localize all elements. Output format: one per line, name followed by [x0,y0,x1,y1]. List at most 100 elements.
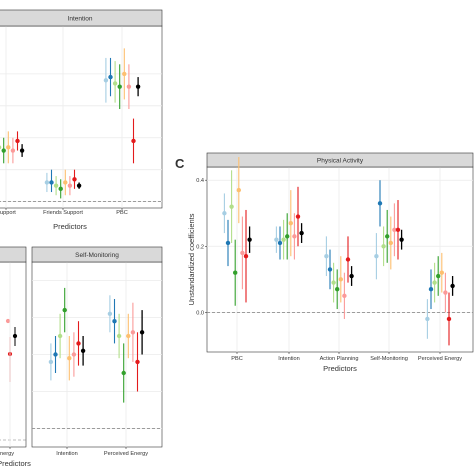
point-2-2 [49,180,54,185]
point-3-3 [116,333,122,339]
point-3-5 [126,333,131,339]
x-tick-label: Intention [278,356,299,362]
x-tick-label: Action Planning [320,356,359,362]
point-3-5 [338,277,343,282]
point-4-1 [374,253,379,259]
point-1-1 [222,211,227,216]
x-tick-label: nergy [0,451,14,457]
x-tick-label: Perceived Energy [418,356,462,362]
y-tick-label: 0.0 [196,310,204,316]
point-1-2 [225,240,231,246]
point-1-7 [243,253,249,259]
point-1-6 [10,148,16,153]
point-3-4 [335,287,340,292]
point-2-3 [53,183,59,188]
point-2-4 [58,186,63,192]
x-axis-title: Predictors [0,459,31,468]
point-1-5 [6,145,11,150]
point-3-2 [327,267,333,272]
x-tick-label: PBC [116,210,128,216]
point-5-7 [446,316,452,322]
x-tick-label: upport [0,210,16,216]
facet-strip-label: Physical Activity [317,157,364,164]
point-5-4 [436,273,441,279]
point-4-7 [395,227,401,232]
point-1-8 [19,148,25,153]
point-3-8 [349,273,354,279]
point-3-7 [135,359,140,365]
point-2-1 [48,359,54,365]
point-2-8 [299,230,304,236]
x-axis-title: Predictors [323,364,357,373]
point-3-6 [130,330,136,335]
point-1-4 [1,148,6,153]
point-5-1 [425,316,430,322]
point-1-3 [0,145,2,150]
point-1-6 [240,250,245,256]
y-axis-title: Unstandardized coefficients [187,213,196,305]
point-3-8 [135,84,141,89]
point-2-8 [80,348,86,353]
point-3-4 [117,84,122,89]
point-3-4 [121,370,126,376]
point-3-7 [345,257,351,262]
point-2-7 [76,341,81,346]
facet-strip-label: Intention [68,15,93,22]
point-2-4 [285,234,290,239]
point-2-6 [292,234,297,239]
point-3-1 [324,253,329,259]
y-tick-label: 0.2 [196,244,204,250]
facet-strip-label: Self-Monitoring [75,252,119,259]
partial-panel-frame [0,261,27,448]
partial-panel-point [5,318,11,324]
point-1-3 [229,204,234,209]
x-axis-title: Predictors [53,222,87,231]
facet-strip [31,246,163,263]
point-1-5 [236,187,241,193]
point-3-3 [112,81,118,86]
point-3-3 [331,280,336,285]
point-1-8 [247,237,252,242]
physical-activity-panel: Physical Activity PBC Intention Action Plan… [175,152,474,373]
point-2-5 [288,220,293,226]
point-2-5 [67,356,72,361]
point-5-6 [443,290,448,295]
point-3-6 [126,84,132,89]
point-2-3 [57,333,63,339]
facet-strip [0,9,163,27]
point-5-8 [450,283,455,289]
point-3-6 [342,293,347,299]
point-4-8 [399,237,404,242]
point-4-5 [388,240,393,246]
point-2-3 [281,237,286,242]
x-tick-label: Friends Support [43,210,83,216]
facet-strip [0,246,27,263]
point-4-6 [392,227,397,232]
point-2-7 [72,177,77,182]
point-3-1 [107,311,113,316]
facet-strip [206,152,474,168]
point-1-7 [15,138,20,144]
point-5-5 [439,270,444,275]
point-3-8 [139,330,145,335]
x-tick-label: PBC [231,356,243,362]
point-4-3 [381,244,386,249]
point-3-5 [122,71,127,77]
intention-panel: Intention upport Friends Support PBC Predict… [0,9,163,231]
plot-frame [206,166,474,353]
point-5-2 [428,287,434,292]
point-3-7 [131,138,136,144]
panel-letter: C [175,156,185,171]
point-5-3 [432,280,437,285]
y-tick-label: 0.4 [196,178,204,184]
point-3-1 [103,78,109,83]
x-tick-label: Self-Monitoring [370,356,408,362]
point-2-5 [63,180,68,185]
point-2-2 [53,352,58,357]
x-tick-label: Perceived Energy [104,451,148,457]
point-2-7 [295,214,301,219]
point-2-1 [274,237,279,242]
point-2-6 [67,183,73,188]
point-4-2 [377,201,383,206]
point-3-2 [112,319,117,324]
